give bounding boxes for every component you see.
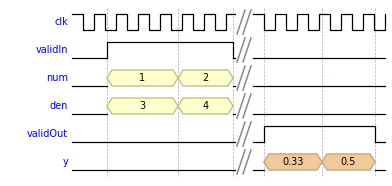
Polygon shape <box>322 154 375 170</box>
Polygon shape <box>178 98 233 114</box>
Text: 0.33: 0.33 <box>282 157 304 167</box>
Text: 2: 2 <box>202 73 209 83</box>
Text: 0.5: 0.5 <box>341 157 356 167</box>
Polygon shape <box>107 70 178 86</box>
Text: clk: clk <box>54 17 68 27</box>
Text: validOut: validOut <box>27 129 68 139</box>
Text: den: den <box>50 101 68 111</box>
Text: y: y <box>62 157 68 167</box>
Polygon shape <box>107 98 178 114</box>
Polygon shape <box>264 154 322 170</box>
Polygon shape <box>178 70 233 86</box>
Text: validIn: validIn <box>36 45 68 55</box>
Text: 4: 4 <box>202 101 209 111</box>
Text: 1: 1 <box>140 73 145 83</box>
Text: 3: 3 <box>140 101 145 111</box>
Text: num: num <box>46 73 68 83</box>
